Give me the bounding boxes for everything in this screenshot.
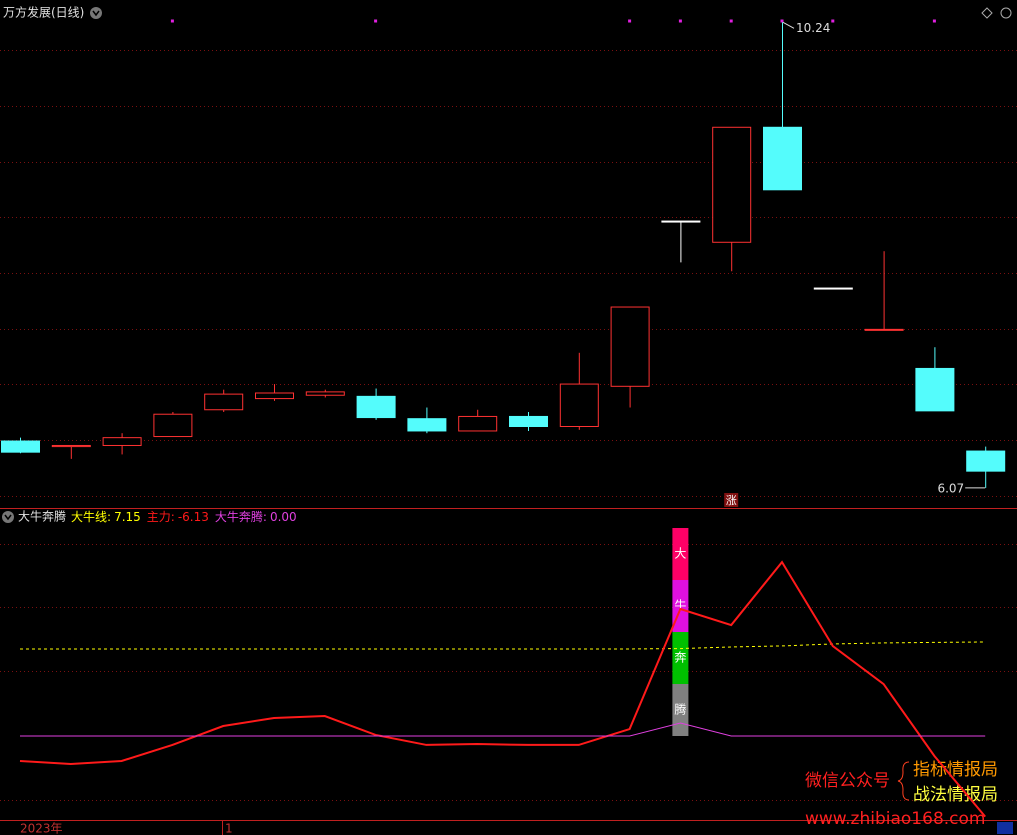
legend-entry: 大牛线7.15: [71, 510, 141, 524]
candle-body: [407, 418, 447, 432]
watermark-account: 微信公众号: [805, 771, 890, 791]
watermark-line: 战法情报局: [913, 785, 998, 805]
candle-body: [509, 415, 548, 427]
candle-body: [305, 391, 345, 396]
signal-dot: [780, 19, 784, 23]
x-axis-label: 2023年: [20, 822, 63, 835]
candle-body: [559, 383, 599, 427]
candle-body: [204, 393, 244, 411]
candle-body: [102, 437, 142, 446]
banner-text: 腾: [674, 702, 686, 717]
legend-name: 大牛奔腾: [215, 510, 270, 524]
signal-tag: 涨: [726, 494, 737, 507]
candle-body: [661, 220, 701, 223]
series-line: [19, 560, 986, 818]
candle-body: [864, 328, 904, 331]
x-axis-label: 1: [225, 822, 233, 835]
candle-body: [712, 126, 752, 243]
watermark-brace: [897, 761, 910, 801]
signal-tag-box: [724, 493, 739, 507]
signal-dot: [170, 19, 174, 23]
candle-body: [763, 126, 802, 191]
settings-icon-arrow: [4, 514, 12, 521]
legend-value: -6.13: [177, 510, 209, 524]
banner-block: [672, 632, 689, 684]
settings-icon[interactable]: [2, 511, 14, 523]
banner-text: 大: [674, 547, 686, 561]
series-line: [20, 722, 986, 737]
legend-value: 7.15: [114, 510, 141, 524]
watermark-url: www.zhibiao168.com: [805, 809, 985, 829]
legend-name: 大牛线: [71, 510, 114, 524]
legend-value: 0.00: [269, 510, 297, 524]
high-label: 10.24: [796, 21, 830, 35]
candle-body: [356, 395, 396, 419]
signal-dot: [374, 19, 378, 23]
legend: 大牛线7.15 主力-6.13 大牛奔腾0.00: [71, 509, 303, 525]
legend-entry: 大牛奔腾0.00: [215, 510, 297, 524]
legend-name: 主力: [147, 510, 178, 524]
banner-block: [672, 684, 689, 736]
candle-body: [813, 287, 853, 290]
indicator-title: 大牛奔腾: [18, 509, 66, 524]
scroll-box[interactable]: [997, 822, 1013, 834]
label-arrow: [782, 21, 795, 29]
chart-title: 万方发展(日线): [3, 5, 84, 20]
settings-icon[interactable]: [90, 7, 102, 19]
candle-body: [51, 444, 91, 448]
candle-body: [458, 415, 498, 432]
banner-block: [672, 528, 689, 580]
candle-body: [966, 450, 1006, 472]
candle-body: [255, 392, 294, 400]
banner-text: 奔: [674, 651, 686, 665]
candle-body: [915, 367, 955, 412]
banner-text: 牛: [674, 598, 686, 613]
legend-entry: 主力-6.13: [147, 510, 209, 524]
low-label: 6.07: [937, 481, 964, 495]
signal-dot: [831, 19, 835, 23]
series-line: [20, 641, 986, 650]
watermark-line: 指标情报局: [913, 760, 998, 780]
settings-icon-arrow: [92, 10, 100, 17]
candle-body: [153, 413, 193, 438]
signal-dot: [678, 19, 682, 23]
signal-dot: [932, 19, 936, 23]
circle-icon[interactable]: [1000, 7, 1012, 19]
candle-body: [610, 306, 650, 387]
signal-dot: [628, 19, 632, 23]
signal-dot: [729, 19, 733, 23]
candle-body: [1, 440, 40, 453]
diamond-icon[interactable]: [981, 7, 993, 19]
